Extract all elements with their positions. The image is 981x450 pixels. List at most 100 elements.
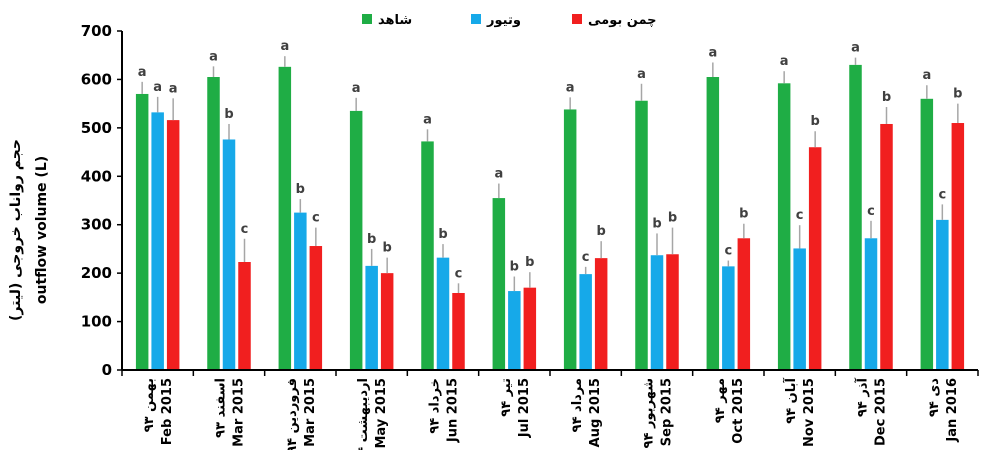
bar	[880, 123, 893, 371]
bar	[849, 64, 862, 371]
significance-letter: b	[597, 224, 606, 239]
x-tick-label-fa: تیر ۹۴	[499, 378, 514, 417]
significance-letter: a	[780, 54, 789, 69]
x-tick-label-en: Jan 2016	[945, 378, 960, 443]
bar	[951, 123, 965, 370]
y-tick-label: 600	[81, 70, 112, 88]
bar	[222, 139, 236, 370]
bar	[737, 238, 751, 370]
bar	[207, 77, 220, 370]
y-axis-title-en: outflow volume (L)	[34, 156, 50, 304]
significance-letter: a	[494, 167, 503, 182]
bar	[808, 147, 822, 370]
legend-label: وتیور	[486, 13, 521, 28]
significance-letter: a	[922, 68, 931, 83]
x-tick-label-en: Jul 2015	[517, 378, 532, 438]
significance-letter: a	[138, 65, 147, 80]
significance-letter: a	[566, 80, 575, 95]
bar	[635, 100, 648, 370]
x-tick-label-fa: آذر ۹۴	[854, 377, 871, 417]
x-tick-label-fa: شهریور ۹۴	[642, 378, 657, 448]
legend-swatch	[362, 14, 372, 24]
significance-letter: c	[582, 250, 590, 265]
y-axis: 0 100 200 300 400 500 600 700	[81, 22, 123, 379]
significance-letter: c	[724, 244, 732, 259]
x-tick-label-en: Mar 2015	[303, 378, 318, 447]
bar	[650, 255, 664, 370]
significance-letter: a	[153, 80, 162, 95]
bar	[508, 291, 521, 370]
bar	[452, 292, 465, 370]
significance-letter: b	[367, 232, 376, 247]
x-tick-label-en: Mar 2015	[232, 378, 247, 447]
y-tick-label: 300	[81, 216, 112, 234]
significance-letter: a	[423, 112, 432, 127]
y-tick-label: 0	[102, 361, 112, 379]
bar	[166, 120, 180, 370]
bar	[294, 212, 307, 370]
significance-letter: b	[739, 207, 748, 222]
x-tick-label-en: Feb 2015	[160, 378, 175, 445]
bar	[864, 238, 878, 370]
bar	[238, 262, 251, 370]
legend-swatch	[471, 14, 481, 24]
significance-letter: b	[510, 260, 519, 275]
significance-letter: c	[867, 204, 875, 219]
bar	[920, 98, 934, 371]
bar	[936, 219, 949, 370]
x-tick-label-fa: فروردین ۹۴	[285, 378, 300, 450]
y-tick-label: 100	[81, 313, 112, 331]
bar	[579, 274, 592, 370]
significance-letter: a	[352, 81, 361, 96]
significance-letter: a	[708, 45, 717, 60]
x-tick-label-en: Oct 2015	[731, 378, 746, 444]
x-tick-label-fa: اسفند ۹۳	[214, 378, 229, 438]
significance-letter: a	[209, 49, 218, 64]
significance-letter: b	[882, 90, 891, 105]
significance-letter: a	[280, 39, 289, 54]
bar	[309, 246, 323, 370]
y-axis-title-fa: حجم رواناب خروجی (لیتر)	[8, 139, 24, 321]
significance-letter: b	[811, 114, 820, 129]
significance-letter: b	[438, 227, 447, 242]
bar	[436, 257, 450, 370]
x-tick-label-en: Nov 2015	[802, 378, 817, 447]
bar	[523, 287, 537, 370]
x-tick-label-fa: مرداد ۹۴	[570, 378, 585, 432]
bar	[365, 265, 378, 370]
significance-letter: c	[796, 208, 804, 223]
x-axis: بهمن ۹۳ Feb 2015 اسفند ۹۳ Mar 2015 فروردین ۹…	[121, 369, 979, 450]
y-tick-label: 700	[81, 22, 112, 40]
x-tick-label-en: Jun 2015	[446, 378, 461, 443]
y-tick-label: 500	[81, 119, 112, 137]
significance-letter: c	[312, 211, 320, 226]
bar	[349, 110, 363, 371]
bar	[793, 248, 806, 370]
bar	[722, 266, 735, 370]
significance-letter: c	[241, 222, 249, 237]
y-tick-label: 400	[81, 167, 112, 185]
bar	[492, 198, 506, 370]
bar	[380, 273, 394, 370]
significance-letter: c	[455, 266, 463, 281]
bar	[563, 109, 577, 370]
significance-letter: a	[637, 67, 646, 82]
legend-swatch	[572, 14, 582, 24]
legend: شاهد وتیور چمن بومی	[362, 13, 657, 28]
bar	[135, 93, 149, 370]
x-tick-label-fa: مهر ۹۴	[713, 378, 728, 423]
significance-letter: b	[525, 255, 534, 270]
significance-letter: b	[668, 211, 677, 226]
bar	[421, 141, 434, 370]
bar	[666, 254, 679, 370]
x-tick-label-fa: خرداد ۹۴	[428, 378, 443, 434]
x-tick-label-fa: بهمن ۹۳	[142, 378, 157, 432]
x-tick-label-en: Dec 2015	[874, 378, 889, 446]
significance-letter: a	[169, 81, 178, 96]
x-tick-label-en: May 2015	[374, 378, 389, 449]
significance-letter: c	[938, 187, 946, 202]
x-tick-label-en: Sep 2015	[660, 378, 675, 446]
x-tick-label-en: Aug 2015	[588, 378, 603, 447]
